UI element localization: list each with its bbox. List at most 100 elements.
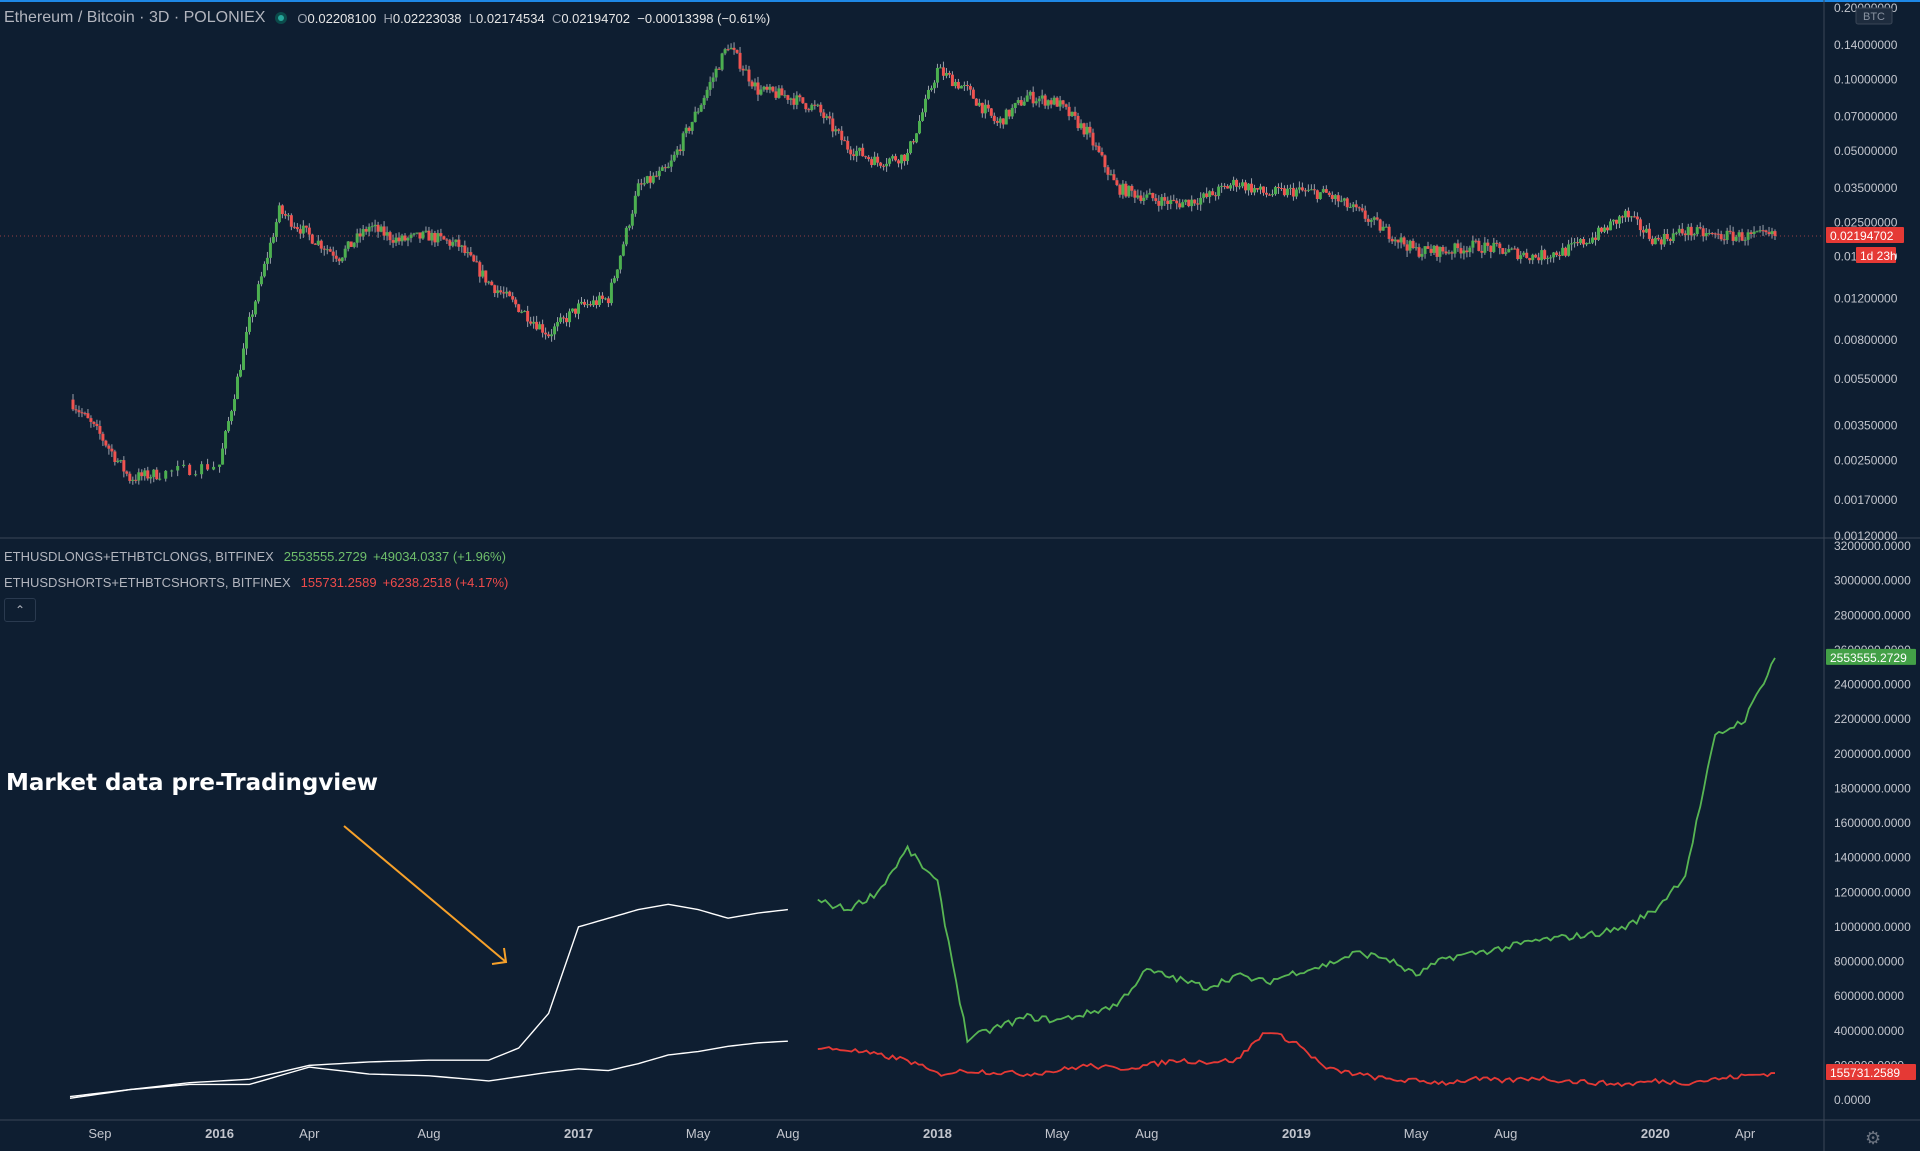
candle-up bbox=[1653, 237, 1657, 245]
candle-up bbox=[977, 102, 981, 106]
candle-up bbox=[361, 229, 365, 237]
currency-badge-text: BTC bbox=[1863, 11, 1885, 23]
candle-up bbox=[415, 232, 419, 234]
candle-down bbox=[448, 240, 452, 246]
last-price-badge: 0.02194702 bbox=[1826, 227, 1904, 244]
candle-down bbox=[1267, 194, 1271, 196]
candle-up bbox=[714, 68, 718, 78]
candle-up bbox=[585, 304, 589, 306]
volume-tick-label: 0.0000 bbox=[1834, 1093, 1871, 1107]
candle-up bbox=[274, 222, 278, 237]
candle-down bbox=[1525, 252, 1529, 258]
candle-up bbox=[1770, 231, 1774, 235]
candle-down bbox=[1336, 195, 1340, 202]
candle-up bbox=[1070, 111, 1074, 117]
candle-up bbox=[559, 317, 563, 323]
candle-up bbox=[633, 195, 637, 214]
candle-down bbox=[313, 243, 317, 245]
candle-up bbox=[1351, 204, 1355, 208]
candle-up bbox=[1423, 246, 1427, 254]
candle-down bbox=[95, 423, 99, 427]
candle-up bbox=[858, 147, 862, 151]
candle-up bbox=[777, 88, 781, 98]
candle-up bbox=[176, 465, 180, 471]
candle-up bbox=[385, 232, 389, 236]
candle-down bbox=[1558, 255, 1562, 257]
candle-down bbox=[606, 298, 610, 304]
candle-down bbox=[1196, 203, 1200, 205]
candle-down bbox=[1605, 227, 1609, 231]
gear-icon[interactable]: ⚙ bbox=[1865, 1128, 1882, 1148]
candle-down bbox=[1614, 219, 1618, 224]
candle-down bbox=[397, 237, 401, 242]
candle-up bbox=[1519, 255, 1523, 260]
candle-down bbox=[1773, 231, 1777, 236]
symbol-title[interactable]: Ethereum / Bitcoin · 3D · POLONIEX bbox=[4, 9, 266, 26]
candle-down bbox=[771, 86, 775, 92]
candle-down bbox=[894, 156, 898, 161]
candle-down bbox=[493, 285, 497, 294]
candle-down bbox=[128, 473, 132, 481]
candle-up bbox=[900, 154, 904, 164]
price-tick-label: 0.00550000 bbox=[1834, 372, 1898, 386]
candle-down bbox=[574, 308, 578, 314]
volume-tick-label: 3000000.0000 bbox=[1834, 574, 1911, 588]
candle-up bbox=[657, 170, 661, 177]
candle-up bbox=[1148, 192, 1152, 195]
candle-up bbox=[915, 133, 919, 143]
annotation-text: Market data pre-Tradingview bbox=[6, 770, 379, 796]
time-tick-label: Aug bbox=[1135, 1126, 1158, 1141]
longs-legend[interactable]: ETHUSDLONGS+ETHBTCLONGS, BITFINEX 255355… bbox=[4, 546, 506, 566]
candle-down bbox=[1626, 210, 1630, 218]
candle-up bbox=[1570, 243, 1574, 245]
candle-up bbox=[1504, 252, 1508, 254]
pre-tradingview-longs-line bbox=[69, 903, 788, 1098]
candle-up bbox=[1160, 197, 1164, 206]
candle-down bbox=[1501, 248, 1505, 254]
candle-up bbox=[1522, 252, 1526, 256]
candle-down bbox=[304, 225, 308, 228]
candle-up bbox=[1318, 192, 1322, 199]
price-tick-label: 0.02500000 bbox=[1834, 216, 1898, 230]
candle-up bbox=[962, 84, 966, 86]
candle-up bbox=[983, 104, 987, 114]
candle-up bbox=[170, 470, 174, 472]
candle-down bbox=[843, 140, 847, 142]
candle-down bbox=[1764, 230, 1768, 233]
candle-up bbox=[1040, 95, 1044, 99]
candle-up bbox=[1010, 108, 1014, 117]
candle-down bbox=[1175, 200, 1179, 204]
candle-down bbox=[1088, 126, 1092, 133]
collapse-legend-button[interactable]: ⌃ bbox=[4, 598, 36, 622]
candle-up bbox=[406, 238, 410, 241]
candle-up bbox=[768, 86, 772, 90]
candle-down bbox=[71, 399, 75, 410]
candle-down bbox=[1064, 104, 1068, 107]
candle-up bbox=[221, 448, 225, 465]
candle-down bbox=[140, 472, 144, 477]
candle-up bbox=[1608, 221, 1612, 231]
candle-down bbox=[101, 433, 105, 441]
candle-up bbox=[451, 242, 455, 246]
candle-up bbox=[1253, 188, 1257, 193]
candle-down bbox=[358, 233, 362, 237]
candle-up bbox=[1438, 246, 1442, 257]
candle-up bbox=[538, 324, 542, 330]
candle-up bbox=[651, 175, 655, 183]
candle-up bbox=[1022, 101, 1026, 106]
shorts-legend[interactable]: ETHUSDSHORTS+ETHBTCSHORTS, BITFINEX 1557… bbox=[4, 572, 508, 592]
volume-tick-label: 600000.0000 bbox=[1834, 989, 1904, 1003]
candle-up bbox=[1384, 226, 1388, 228]
candle-down bbox=[1465, 250, 1469, 253]
price-tick-label: 0.10000000 bbox=[1834, 73, 1898, 87]
candle-down bbox=[508, 291, 512, 297]
candle-up bbox=[603, 298, 607, 300]
candle-down bbox=[298, 229, 302, 234]
candle-down bbox=[1635, 216, 1639, 220]
candle-down bbox=[535, 321, 539, 330]
candle-up bbox=[615, 269, 619, 279]
candle-down bbox=[687, 127, 691, 131]
candle-up bbox=[932, 82, 936, 89]
candle-down bbox=[819, 104, 823, 113]
